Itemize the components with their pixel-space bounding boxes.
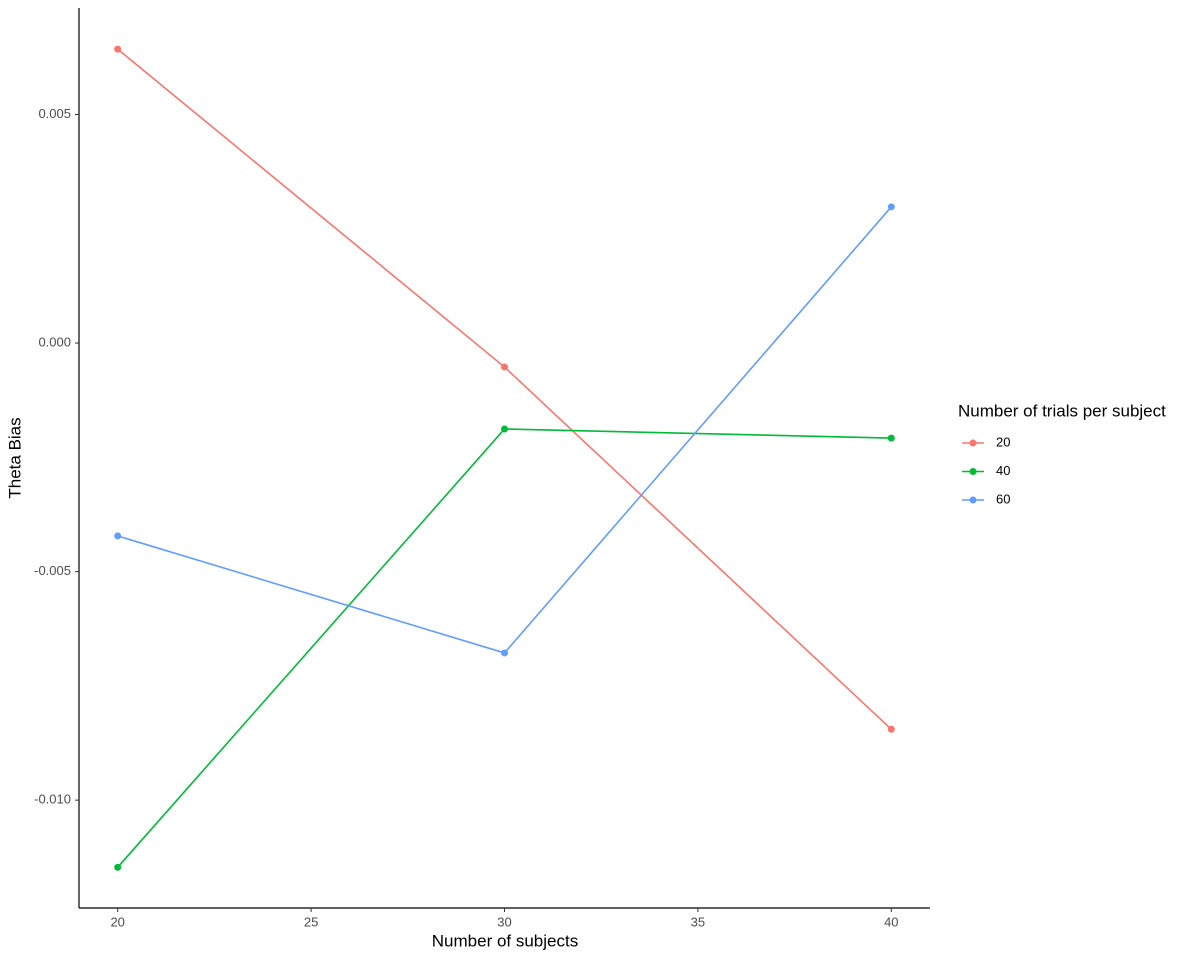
y-tick-label: -0.010 <box>34 792 71 807</box>
legend-label: 20 <box>996 434 1010 449</box>
legend-label: 60 <box>996 491 1010 506</box>
legend-label: 40 <box>996 463 1010 478</box>
legend-key-point <box>969 468 977 475</box>
y-tick-label: 0.005 <box>38 106 71 121</box>
x-tick-label: 35 <box>691 914 705 929</box>
data-point <box>114 45 122 53</box>
x-tick-label: 25 <box>304 914 318 929</box>
x-tick-label: 40 <box>884 914 898 929</box>
legend-key-point <box>969 439 977 447</box>
data-point <box>501 425 508 433</box>
data-point <box>887 725 895 733</box>
y-axis-title: Theta Bias <box>5 417 24 498</box>
data-point <box>887 434 895 442</box>
x-tick-label: 30 <box>497 914 511 929</box>
data-point <box>887 203 895 211</box>
y-tick-label: 0.000 <box>38 334 71 349</box>
y-tick-label: -0.005 <box>34 563 71 578</box>
legend-key-point <box>969 496 977 504</box>
data-point <box>114 532 122 540</box>
data-point <box>501 649 508 657</box>
series-line <box>117 48 892 730</box>
x-axis-title: Number of subjects <box>432 931 578 950</box>
data-point <box>501 363 508 371</box>
series-line <box>117 428 892 868</box>
data-point <box>114 863 122 871</box>
legend-title: Number of trials per subject <box>958 401 1166 420</box>
x-tick-label: 20 <box>110 914 124 929</box>
